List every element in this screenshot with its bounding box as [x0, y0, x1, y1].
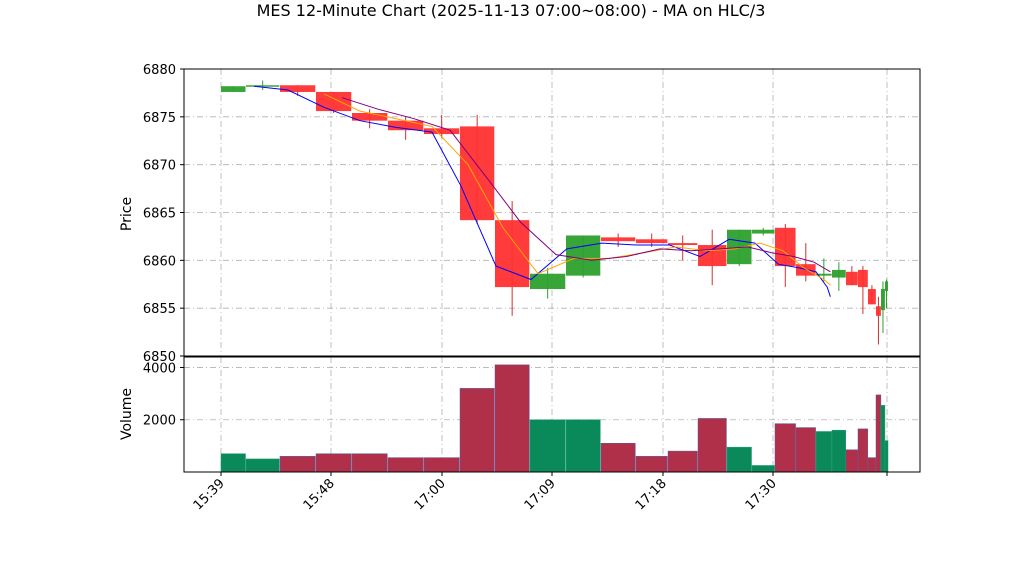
volume-bar [795, 427, 816, 473]
volume-bar [774, 423, 796, 473]
candle-body [636, 239, 668, 244]
volume-bar [857, 428, 869, 473]
volume-bar [351, 453, 388, 473]
price-y-axis: 6850 6855 6860 6865 6870 6875 6880 [143, 63, 184, 365]
moving-average-line [253, 85, 831, 297]
candle-body [530, 273, 566, 290]
price-axis-label: Price [119, 197, 135, 231]
volume-tick-label: 4000 [143, 361, 176, 376]
volume-bar [880, 405, 886, 473]
candle-body [495, 220, 530, 288]
x-tick-label: 15:39 [191, 476, 228, 513]
candle-body [316, 91, 352, 112]
volume-bar [279, 456, 316, 473]
volume-bar [600, 443, 636, 473]
volume-tick-label: 2000 [143, 414, 176, 429]
x-tick-label: 17:30 [743, 476, 780, 513]
price-tick-label: 6870 [143, 159, 176, 174]
candle-body [832, 269, 846, 278]
chart-title: MES 12-Minute Chart (2025-11-13 07:00~08… [257, 1, 766, 20]
candle-body [388, 120, 424, 131]
x-axis: 15:39 15:48 17:00 17:09 17:18 17:30 [191, 472, 888, 513]
candle-body [566, 235, 601, 276]
volume-bar [494, 364, 530, 473]
x-tick-label: 17:09 [522, 476, 559, 513]
x-tick-label: 17:00 [412, 476, 449, 513]
candle-body [460, 126, 495, 221]
candle-body [280, 85, 316, 92]
price-tick-label: 6875 [143, 111, 176, 126]
volume-bar [245, 458, 280, 473]
volume-bar [635, 456, 668, 473]
volume-bar [529, 419, 566, 473]
candle-body [424, 128, 460, 135]
candle-body [352, 113, 388, 121]
candle-body [221, 86, 246, 92]
volume-bar [751, 465, 775, 473]
x-tick-label: 15:48 [301, 476, 338, 513]
price-candles [221, 80, 888, 345]
candle-body [668, 243, 698, 246]
volume-bar [667, 450, 698, 473]
volume-bar [726, 446, 752, 473]
volume-bar [831, 429, 846, 473]
candle-body [752, 229, 775, 234]
volume-bar [387, 457, 424, 473]
volume-bar [423, 457, 460, 473]
price-tick-label: 6860 [143, 254, 176, 269]
volume-bar [565, 419, 601, 473]
candle-body [775, 227, 796, 267]
price-tick-label: 6865 [143, 207, 176, 222]
volume-bar [884, 440, 889, 473]
volume-bars [220, 364, 889, 473]
candle-body [868, 289, 876, 305]
volume-bar [875, 394, 882, 473]
volume-bar [459, 388, 495, 473]
volume-bar [697, 418, 727, 473]
candle-body [876, 306, 881, 316]
price-tick-label: 6850 [143, 350, 176, 365]
volume-bar [220, 453, 246, 473]
moving-average-line [323, 93, 831, 286]
price-grid [184, 68, 920, 357]
volume-y-axis: 2000 4000 [143, 361, 184, 429]
candle-body [601, 237, 636, 242]
moving-average-lines [253, 85, 831, 297]
candle-body [881, 289, 885, 311]
candle-body [858, 269, 868, 288]
volume-axis-label: Volume [119, 388, 135, 440]
volume-bar [845, 449, 859, 473]
price-tick-label: 6855 [143, 302, 176, 317]
volume-bar [315, 453, 352, 473]
candle-body [885, 281, 888, 291]
volume-bar [867, 457, 877, 473]
moving-average-line [341, 97, 831, 273]
candle-body [846, 271, 858, 286]
candle-body [246, 85, 280, 87]
volume-bar [815, 431, 832, 473]
x-tick-label: 17:18 [633, 476, 670, 513]
candle-body [816, 273, 832, 276]
price-tick-label: 6880 [143, 63, 176, 78]
